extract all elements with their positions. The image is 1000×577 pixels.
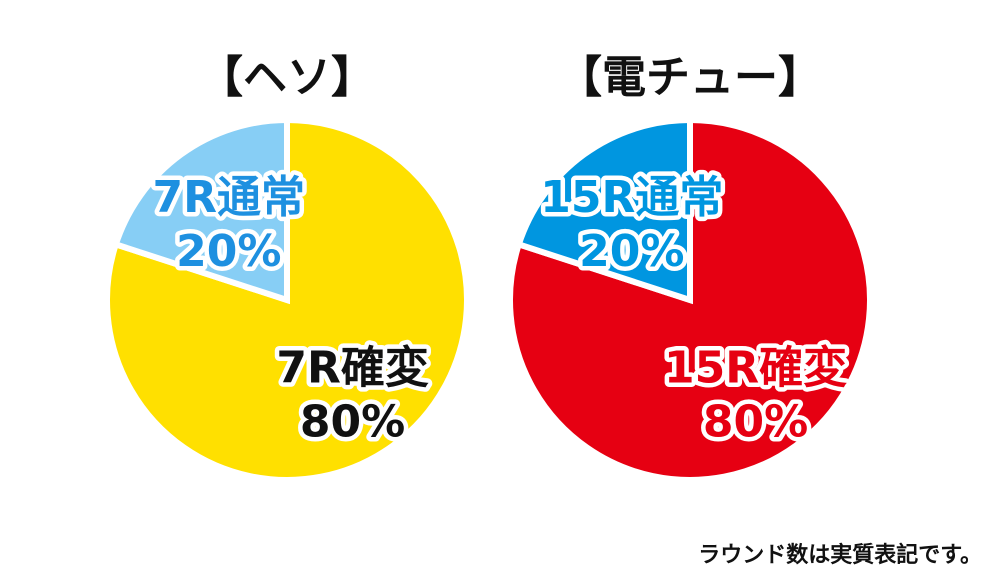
heso-slice-0-label: 7R確変: [276, 342, 429, 393]
denchu-slice-0-value-label: 80%: [703, 396, 808, 447]
denchu-slice-0: [507, 116, 873, 483]
heso-slice-1-value-label: 20%: [176, 226, 281, 277]
heso-chart-title: 【ヘソ】: [199, 52, 375, 103]
heso-slice-0: [104, 116, 470, 483]
heso-slice-1-label: 7R通常: [153, 172, 306, 223]
denchu-slice-1-label: 15R通常: [540, 172, 723, 223]
denchu-slice-1: [515, 116, 693, 305]
heso-slice-0-value-label: 80%: [300, 396, 405, 447]
footnote: ラウンド数は実質表記です。: [698, 543, 982, 568]
heso-slice-1: [112, 116, 290, 305]
denchu-slice-0-label: 15R確変: [664, 342, 847, 393]
denchu-chart-title: 【電チュー】: [558, 52, 822, 103]
denchu-slice-1-value-label: 20%: [579, 226, 684, 277]
